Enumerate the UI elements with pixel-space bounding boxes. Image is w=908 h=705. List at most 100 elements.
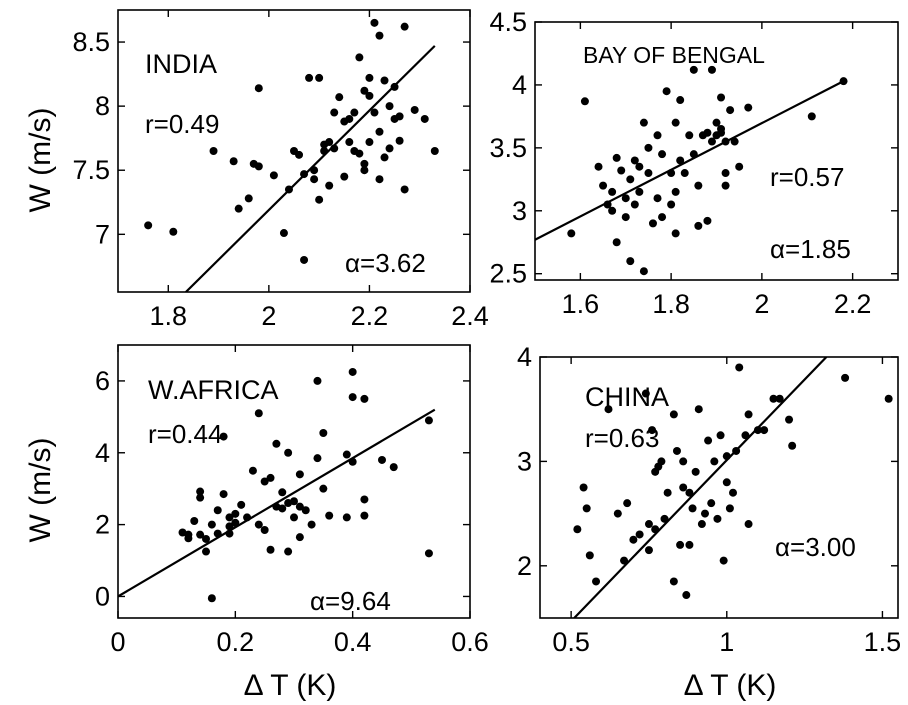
data-point xyxy=(707,65,716,74)
data-point xyxy=(725,504,734,513)
panel-india: 1.8 2 2.2 2.4 7 7.5 8 8.5 INDIA r=0.49 α=3.62 xyxy=(72,9,489,331)
x-tick-label: 1.6 xyxy=(562,289,600,319)
data-point xyxy=(169,227,178,236)
data-point xyxy=(196,487,205,496)
data-point xyxy=(710,457,719,466)
ylabel-bottom-left: W (m/s) xyxy=(24,438,57,543)
data-point xyxy=(325,138,334,147)
data-point xyxy=(653,194,662,203)
data-point xyxy=(671,229,680,238)
data-point xyxy=(340,172,349,181)
xlabel-bottom-left: Δ T (K) xyxy=(244,669,337,702)
y-tick-label: 2.5 xyxy=(489,259,527,289)
data-point xyxy=(744,103,753,112)
data-point xyxy=(721,169,730,178)
data-point xyxy=(604,405,613,414)
data-point xyxy=(644,169,653,178)
x-tick-label: 0.4 xyxy=(334,627,372,657)
data-point xyxy=(662,87,671,96)
data-point xyxy=(612,153,621,162)
data-point xyxy=(390,82,399,91)
data-point xyxy=(190,517,199,526)
slope-label: α=9.64 xyxy=(310,586,391,616)
y-tick-label: 4 xyxy=(517,342,532,372)
data-point xyxy=(342,513,351,522)
y-tick-label: 3 xyxy=(512,196,527,226)
data-point xyxy=(704,436,713,445)
correlation-label: r=0.57 xyxy=(770,162,844,192)
data-point xyxy=(691,467,700,476)
data-point xyxy=(735,363,744,372)
data-point xyxy=(335,93,344,102)
data-point xyxy=(685,488,694,497)
data-point xyxy=(788,441,797,450)
data-point xyxy=(330,108,339,117)
data-point xyxy=(213,506,222,515)
data-point xyxy=(726,106,735,115)
data-point xyxy=(254,520,263,529)
data-point xyxy=(623,499,632,508)
data-point xyxy=(207,520,216,529)
data-point xyxy=(348,367,357,376)
data-point xyxy=(300,170,309,179)
data-point xyxy=(717,93,726,102)
data-point xyxy=(722,478,731,487)
data-point xyxy=(688,504,697,513)
data-point xyxy=(248,466,257,475)
data-point xyxy=(345,114,354,123)
data-point xyxy=(671,118,680,127)
data-point xyxy=(580,97,589,106)
data-point xyxy=(671,187,680,196)
data-point xyxy=(319,429,328,438)
data-point xyxy=(295,502,304,511)
panel-w-africa: 0 0.2 0.4 0.6 0 2 4 6 W.AFRICA r=0.44 α=9.64 xyxy=(95,344,489,657)
data-point xyxy=(676,156,685,165)
data-point xyxy=(237,500,246,509)
data-point xyxy=(884,394,893,403)
data-point xyxy=(594,162,603,171)
data-point xyxy=(667,200,676,209)
data-point xyxy=(732,446,741,455)
data-point xyxy=(657,457,666,466)
data-point xyxy=(680,169,689,178)
data-point xyxy=(760,426,769,435)
data-point xyxy=(219,432,228,441)
x-tick-label: 1.8 xyxy=(652,289,690,319)
x-tick-label: 0.6 xyxy=(451,627,489,657)
slope-label: α=3.62 xyxy=(345,248,426,278)
data-point xyxy=(424,549,433,558)
data-point xyxy=(635,530,644,539)
y-tick-label: 0 xyxy=(95,581,110,611)
data-point xyxy=(592,577,601,586)
data-point xyxy=(410,105,419,114)
data-point xyxy=(196,493,205,502)
data-point xyxy=(648,426,657,435)
data-point xyxy=(365,91,374,100)
data-point xyxy=(775,394,784,403)
x-tick-label: 0.2 xyxy=(217,627,255,657)
data-point xyxy=(254,409,263,418)
data-point xyxy=(626,175,635,184)
data-point xyxy=(729,488,738,497)
data-point xyxy=(360,86,369,95)
data-point xyxy=(315,195,324,204)
data-point xyxy=(313,376,322,385)
data-point xyxy=(717,128,726,137)
data-point xyxy=(400,185,409,194)
data-point xyxy=(582,504,591,513)
data-point xyxy=(603,200,612,209)
axes-box xyxy=(117,9,471,293)
data-point xyxy=(599,181,608,190)
data-point xyxy=(651,525,660,534)
data-point xyxy=(567,229,576,238)
correlation-label: r=0.44 xyxy=(148,419,222,449)
y-tick-label: 3 xyxy=(517,446,532,476)
data-point xyxy=(284,448,293,457)
data-point xyxy=(295,470,304,479)
x-tick-label: 2 xyxy=(261,301,276,331)
data-point xyxy=(769,394,778,403)
data-point xyxy=(658,150,667,159)
data-point xyxy=(612,238,621,247)
data-point xyxy=(389,463,398,472)
